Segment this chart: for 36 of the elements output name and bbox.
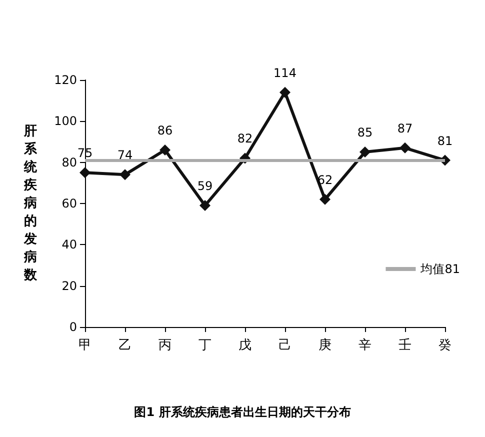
y-tick-label: 100 bbox=[54, 114, 77, 128]
x-tick-label: 己 bbox=[278, 338, 292, 353]
point bbox=[200, 200, 210, 212]
y-tick-label: 80 bbox=[62, 155, 77, 170]
data-label: 85 bbox=[357, 126, 373, 140]
x-tick-label: 甲 bbox=[78, 338, 92, 353]
y-tick-label: 20 bbox=[62, 278, 77, 293]
x-tick-label: 庚 bbox=[318, 338, 332, 353]
x-tick-label: 戊 bbox=[238, 338, 252, 353]
legend-label: 均值81 bbox=[420, 262, 460, 276]
x-tick-label: 壬 bbox=[398, 338, 412, 353]
point bbox=[280, 86, 290, 98]
data-label: 82 bbox=[237, 132, 253, 146]
point bbox=[160, 144, 170, 156]
data-label: 86 bbox=[157, 123, 173, 138]
text: 肝系统疾病的发病数 bbox=[24, 124, 37, 283]
y-tick-label: 40 bbox=[62, 238, 77, 252]
x-tick-label: 丁 bbox=[198, 338, 212, 353]
data-label: 59 bbox=[197, 179, 213, 194]
y-tick-label: 60 bbox=[62, 196, 77, 210]
y-tick-label: 120 bbox=[54, 73, 77, 87]
y-tick-label: 0 bbox=[69, 320, 77, 334]
point bbox=[320, 194, 330, 205]
point bbox=[400, 142, 410, 154]
data-label: 74 bbox=[117, 148, 133, 162]
point bbox=[120, 169, 130, 180]
point bbox=[360, 146, 370, 158]
x-tick-label: 辛 bbox=[358, 338, 372, 353]
x-tick-label: 乙 bbox=[118, 338, 132, 353]
data-label: 81 bbox=[437, 134, 453, 148]
x-tick-label: 丙 bbox=[158, 338, 172, 353]
x-tick-label: 癸 bbox=[438, 338, 452, 353]
point bbox=[80, 167, 90, 178]
data-label: 114 bbox=[274, 66, 296, 80]
data-label: 87 bbox=[397, 121, 413, 136]
text: 图1 肝系统疾病患者出生日期的天干分布 bbox=[134, 405, 351, 419]
